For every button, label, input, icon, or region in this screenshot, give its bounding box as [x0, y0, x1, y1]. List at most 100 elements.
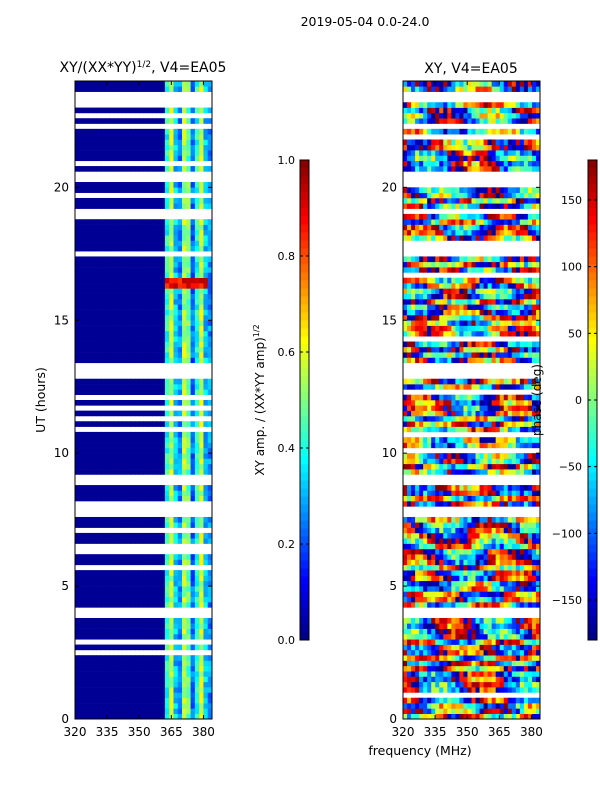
heatmap-cell [523, 453, 529, 459]
heatmap-cell [143, 516, 149, 523]
heatmap-cell [143, 575, 149, 582]
heatmap-cell [491, 671, 497, 677]
heatmap-cell [531, 671, 537, 677]
heatmap-cell [194, 336, 200, 342]
heatmap-cell [104, 596, 110, 603]
heatmap-cell [467, 596, 472, 603]
heatmap-cell [134, 703, 140, 709]
heatmap-cell [160, 256, 166, 263]
heatmap-cell [109, 421, 114, 427]
heatmap-cell [87, 463, 93, 470]
heatmap-cell [96, 128, 102, 135]
heatmap-cell [423, 671, 428, 677]
heatmap-cell [186, 442, 191, 449]
heatmap-cell [515, 463, 521, 470]
heatmap-cell [164, 86, 170, 92]
heatmap-cell [207, 229, 213, 236]
heatmap-cell [104, 197, 110, 204]
heatmap-cell [467, 623, 472, 629]
heatmap-cell [100, 586, 106, 592]
heatmap-cell [411, 378, 416, 385]
heatmap-cell [207, 330, 213, 337]
heatmap-cell [499, 697, 505, 704]
heatmap-cell [531, 559, 537, 566]
heatmap-cell [419, 405, 424, 411]
heatmap-cell [431, 341, 436, 348]
heatmap-cell [147, 320, 153, 326]
heatmap-cell [83, 437, 89, 443]
heatmap-cell [92, 325, 97, 332]
heatmap-cell [104, 421, 110, 427]
heatmap-cell [199, 389, 204, 395]
heatmap-cell [463, 644, 468, 651]
heatmap-cell [130, 298, 136, 305]
heatmap-cell [182, 378, 187, 385]
heatmap-cell [423, 559, 428, 566]
heatmap-cell [403, 708, 408, 714]
heatmap-cell [199, 86, 204, 92]
heatmap-cell [96, 182, 102, 188]
heatmap-cell [177, 118, 183, 124]
heatmap-cell [495, 410, 501, 417]
heatmap-cell [403, 320, 408, 326]
heatmap-cell [147, 314, 153, 321]
heatmap-cell [186, 197, 191, 204]
heatmap-cell [147, 458, 153, 465]
heatmap-cell [199, 708, 204, 714]
heatmap-cell [415, 346, 420, 353]
heatmap-cell [471, 660, 476, 667]
heatmap-cell [535, 671, 541, 677]
heatmap-cell [92, 288, 97, 294]
heatmap-cell [177, 431, 183, 438]
heatmap-cell [455, 495, 460, 502]
heatmap-cell [435, 602, 440, 608]
heatmap-cell [503, 421, 509, 427]
heatmap-cell [139, 687, 144, 693]
heatmap-cell [451, 442, 456, 449]
heatmap-cell [199, 346, 204, 353]
heatmap-cell [203, 256, 209, 263]
heatmap-cell [160, 559, 166, 566]
heatmap-cell [207, 586, 213, 592]
heatmap-cell [139, 293, 144, 300]
heatmap-cell [203, 463, 209, 470]
heatmap-cell [455, 617, 460, 624]
heatmap-cell [427, 341, 432, 348]
heatmap-cell [435, 617, 440, 624]
heatmap-cell [126, 166, 132, 172]
heatmap-cell [447, 325, 452, 332]
heatmap-cell [92, 298, 97, 305]
heatmap-cell [147, 495, 153, 502]
colorbar-segment [300, 208, 309, 217]
heatmap-cell [75, 591, 80, 598]
heatmap-cell [475, 352, 480, 358]
heatmap-cell [92, 660, 97, 667]
heatmap-cell [130, 336, 136, 342]
heatmap-cell [160, 325, 166, 332]
heatmap-cell [207, 538, 213, 544]
heatmap-cell [96, 665, 102, 672]
heatmap-cell [523, 421, 529, 427]
heatmap-cell [415, 325, 420, 332]
heatmap-cell [173, 586, 179, 592]
heatmap-cell [491, 548, 497, 555]
heatmap-cell [75, 378, 80, 385]
heatmap-cell [126, 708, 132, 714]
heatmap-cell [117, 341, 123, 348]
heatmap-cell [96, 400, 102, 406]
heatmap-cell [503, 394, 509, 401]
heatmap-cell [515, 405, 521, 411]
heatmap-cell [143, 330, 149, 337]
heatmap-cell [113, 118, 119, 124]
heatmap-cell [431, 516, 436, 523]
heatmap-cell [87, 485, 93, 491]
heatmap-cell [475, 442, 480, 449]
heatmap-cell [499, 676, 505, 683]
heatmap-cell [117, 644, 123, 651]
heatmap-cell [164, 107, 170, 114]
heatmap-cell [134, 283, 140, 289]
heatmap-cell [83, 458, 89, 465]
heatmap-cell [455, 490, 460, 496]
heatmap-cell [471, 564, 476, 571]
heatmap-cell [203, 628, 209, 635]
